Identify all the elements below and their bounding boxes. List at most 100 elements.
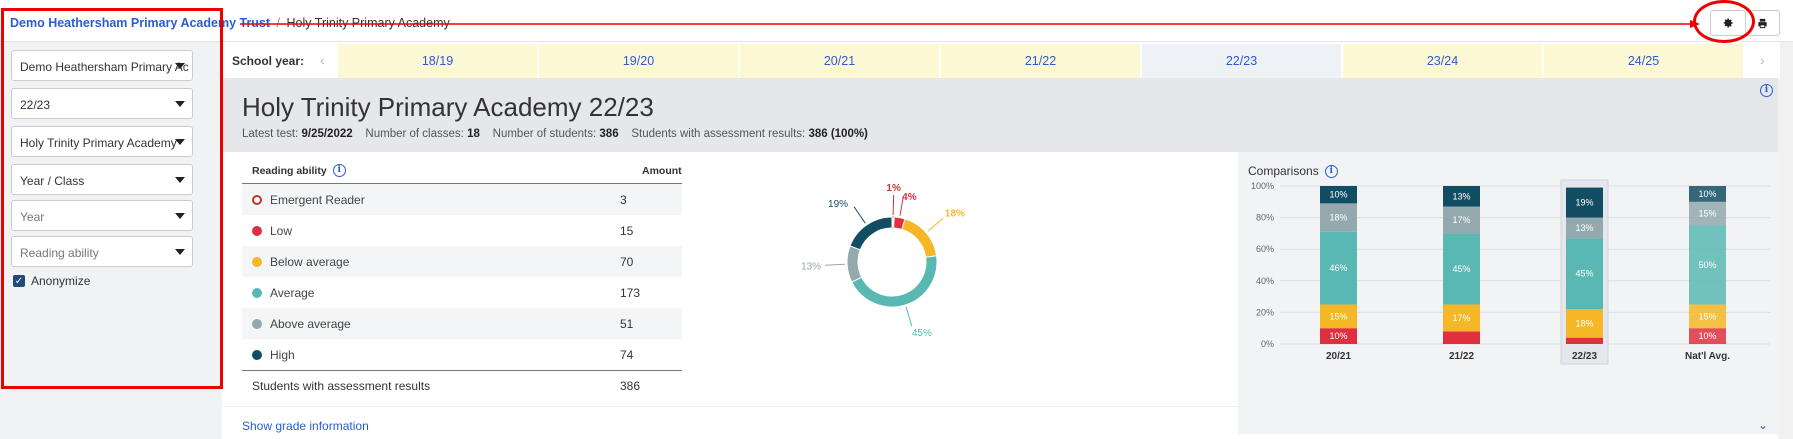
students-label: Number of students: (492, 128, 597, 140)
chevron-down-icon[interactable]: ⌄ (1758, 418, 1769, 432)
row-label: Low (270, 223, 293, 238)
bar-segment-low[interactable] (1689, 328, 1726, 344)
row-label: Average (270, 285, 315, 300)
bar-segment-high[interactable] (1443, 186, 1480, 207)
row-amount: 51 (620, 316, 634, 331)
school-year-23-24[interactable]: 23/24 (1343, 44, 1543, 78)
comparisons-title-text: Comparisons (1248, 164, 1319, 178)
bar-segment-low[interactable] (1320, 328, 1357, 344)
bar-segment-above-average[interactable] (1689, 201, 1726, 226)
bar-data-label: 50% (1698, 260, 1716, 270)
donut-leader-line (905, 306, 913, 327)
y-tick-label: 20% (1256, 307, 1274, 317)
info-icon[interactable]: i (332, 164, 346, 177)
school-year-19-20[interactable]: 19/20 (539, 44, 739, 78)
table-row: Low 15 (242, 215, 682, 246)
y-tick-label: 40% (1256, 276, 1274, 286)
bar-segment-below-average[interactable] (1443, 304, 1480, 332)
donut-label-average: 45% (912, 328, 932, 339)
donut-label-below: 18% (945, 208, 965, 219)
info-icon[interactable]: i (1760, 84, 1773, 97)
comparisons-chart: 100% 80% 60% 40% 20% 0% 10% 15% 46% 18% 10% 20/21 17… (1251, 179, 1770, 365)
anonymize-toggle[interactable]: ✓ Anonymize (13, 274, 90, 288)
x-category-label: 20/21 (1326, 351, 1351, 362)
anonymize-checkbox[interactable]: ✓ (13, 275, 25, 287)
bar-data-label: 10% (1329, 190, 1347, 200)
bar-data-label: 10% (1698, 189, 1716, 199)
bar-segment-above-average[interactable] (1320, 203, 1357, 232)
bar-segment-low[interactable] (1443, 331, 1480, 344)
show-grade-link[interactable]: Show grade information (242, 419, 369, 433)
bar-segment-below-average[interactable] (1566, 309, 1603, 338)
assessed-label: Students with assessment results: (631, 128, 806, 140)
table-row: Emergent Reader 3 (242, 184, 682, 215)
col-amount: Amount (642, 164, 682, 177)
x-category-label: 22/23 (1572, 351, 1597, 362)
donut-slice-high[interactable] (849, 216, 893, 251)
legend-dot (252, 225, 262, 236)
latest-test-value: 9/25/2022 (301, 128, 353, 140)
reading-ability-placeholder: Reading ability (20, 246, 99, 260)
school-year-bar: School year: ‹ 18/19 19/20 20/21 21/22 22/23… (222, 42, 1793, 78)
donut-slice-below[interactable] (901, 218, 938, 258)
bar-segment-high[interactable] (1320, 186, 1357, 204)
school-year-24-25[interactable]: 24/25 (1544, 44, 1744, 78)
donut-leader-line (853, 206, 866, 224)
donut-slice-average[interactable] (851, 255, 938, 308)
row-amount: 74 (620, 347, 634, 362)
group-select[interactable]: Year / Class (11, 164, 193, 195)
table-header: Reading ability i Amount (242, 158, 682, 184)
bar-data-label: 17% (1452, 313, 1470, 323)
bar-data-label: 15% (1698, 311, 1716, 321)
bar-data-label: 13% (1575, 223, 1593, 233)
reading-ability-select[interactable]: Reading ability (11, 236, 193, 267)
bar-segment-average[interactable] (1320, 231, 1357, 305)
donut-label-low: 4% (902, 192, 917, 203)
bar-data-label: 13% (1452, 191, 1470, 201)
bar-segment-average[interactable] (1566, 238, 1603, 310)
grade-year-select[interactable]: Year (11, 200, 193, 231)
school-year-20-21[interactable]: 20/21 (740, 44, 940, 78)
school-year-18-19[interactable]: 18/19 (338, 44, 538, 78)
top-bar: Demo Heathersham Primary Academy Trust /… (0, 0, 1793, 42)
chevron-down-icon (175, 177, 185, 183)
filter-sidebar: Demo Heathersham Primary Ac 22/23 Holy T… (0, 42, 222, 439)
students-value: 386 (599, 128, 619, 140)
assessed-value: 386 (100%) (808, 128, 868, 140)
donut-leader-line (899, 195, 904, 216)
bar-segment-high[interactable] (1689, 186, 1726, 202)
comparisons-panel: Comparisons i 100% 80% 60% 40% 20% 0% 10% 15% 46… (1238, 152, 1778, 434)
bar-segment-above-average[interactable] (1443, 206, 1480, 234)
bar-segment-below-average[interactable] (1320, 304, 1357, 329)
bar-segment-average[interactable] (1689, 225, 1726, 305)
bar-segment-above-average[interactable] (1566, 217, 1603, 239)
year-select[interactable]: 22/23 (11, 88, 193, 119)
row-label: Above average (270, 316, 351, 331)
breadcrumb-school: Holy Trinity Primary Academy (286, 16, 450, 30)
table-row: Above average 51 (242, 308, 682, 339)
bar-data-label: 45% (1575, 269, 1593, 279)
school-year-22-23[interactable]: 22/23 (1142, 44, 1342, 78)
donut-label-high: 19% (828, 199, 848, 210)
chevron-left-icon[interactable]: ‹ (320, 52, 325, 68)
donut-slice-above[interactable] (846, 245, 863, 283)
row-label: Below average (270, 254, 350, 269)
breadcrumb-separator: / (276, 16, 281, 30)
bar-segment-high[interactable] (1566, 187, 1603, 218)
y-tick-label: 100% (1251, 181, 1274, 191)
donut-leader-line (927, 218, 944, 232)
bar-data-label: 18% (1329, 213, 1347, 223)
latest-test-label: Latest test: (242, 128, 299, 140)
bar-segment-average[interactable] (1443, 233, 1480, 305)
legend-dot (252, 256, 262, 267)
bar-segment-low[interactable] (1566, 337, 1603, 344)
classes-value: 18 (467, 128, 480, 140)
trust-select[interactable]: Demo Heathersham Primary Ac (11, 50, 193, 81)
bar-segment-below-average[interactable] (1689, 304, 1726, 329)
school-year-21-22[interactable]: 21/22 (941, 44, 1141, 78)
info-icon[interactable]: i (1324, 164, 1338, 178)
chevron-right-icon[interactable]: › (1760, 52, 1765, 68)
breadcrumb-trust-link[interactable]: Demo Heathersham Primary Academy Trust (10, 16, 271, 30)
school-select[interactable]: Holy Trinity Primary Academy (11, 126, 193, 157)
scrollbar[interactable] (1780, 42, 1793, 439)
